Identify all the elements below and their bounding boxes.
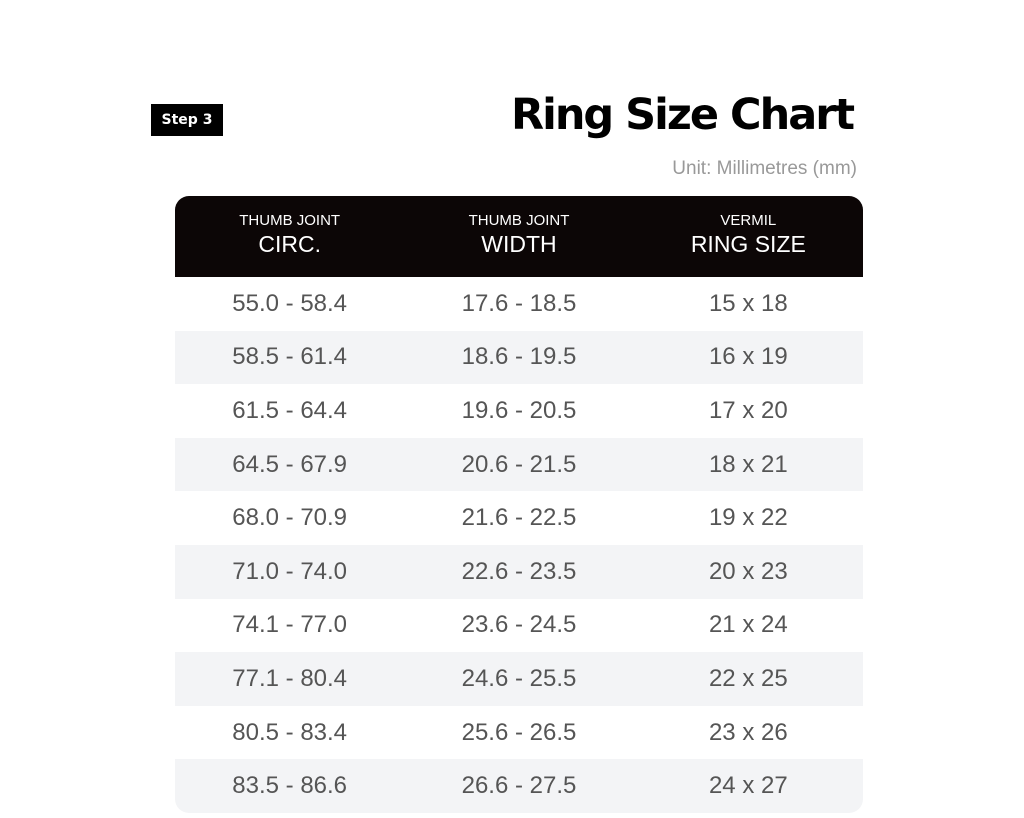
table-row: 61.5 - 64.4 19.6 - 20.5 17 x 20 xyxy=(175,384,863,438)
table-cell: 19.6 - 20.5 xyxy=(461,396,577,424)
table-cell: 64.5 - 67.9 xyxy=(232,450,348,478)
table-cell: 23.6 - 24.5 xyxy=(461,611,577,639)
table-cell: 18 x 21 xyxy=(708,450,788,478)
table-cell: 74.1 - 77.0 xyxy=(232,611,348,639)
column-header: THUMB JOINT WIDTH xyxy=(404,196,633,277)
table-cell: 22 x 25 xyxy=(708,664,788,692)
table-cell: 83.5 - 86.6 xyxy=(232,772,348,800)
table-row: 58.5 - 61.4 18.6 - 19.5 16 x 19 xyxy=(175,330,863,385)
column-header: VERMIL RING SIZE xyxy=(634,196,863,277)
column-header-main: WIDTH xyxy=(481,231,557,257)
table-body: 55.0 - 58.4 17.6 - 18.5 15 x 18 58.5 - 61.4… xyxy=(175,277,863,813)
table-row: 71.0 - 74.0 22.6 - 23.5 20 x 23 xyxy=(175,544,863,599)
table-cell: 23 x 26 xyxy=(708,718,788,746)
table-cell: 26.6 - 27.5 xyxy=(461,772,577,800)
table-cell: 17 x 20 xyxy=(708,396,788,424)
table-cell: 80.5 - 83.4 xyxy=(232,718,348,746)
table-cell: 24 x 27 xyxy=(708,772,788,800)
column-header-main: RING SIZE xyxy=(690,231,806,257)
table-cell: 20 x 23 xyxy=(708,557,788,585)
size-table: THUMB JOINT CIRC. THUMB JOINT WIDTH VERMIL RI… xyxy=(175,196,863,813)
column-header: THUMB JOINT CIRC. xyxy=(175,196,404,277)
table-cell: 22.6 - 23.5 xyxy=(461,557,577,585)
step-badge: Step 3 xyxy=(151,104,223,136)
column-header-top: THUMB JOINT xyxy=(468,212,570,229)
table-cell: 55.0 - 58.4 xyxy=(232,289,348,317)
table-row: 83.5 - 86.6 26.6 - 27.5 24 x 27 xyxy=(175,759,863,813)
table-cell: 21 x 24 xyxy=(708,611,788,639)
table-row: 55.0 - 58.4 17.6 - 18.5 15 x 18 xyxy=(175,277,863,331)
table-row: 68.0 - 70.9 21.6 - 22.5 19 x 22 xyxy=(175,491,863,545)
table-cell: 17.6 - 18.5 xyxy=(461,289,577,317)
table-row: 77.1 - 80.4 24.6 - 25.5 22 x 25 xyxy=(175,652,863,706)
table-cell: 58.5 - 61.4 xyxy=(232,343,348,371)
column-header-top: THUMB JOINT xyxy=(239,212,341,229)
title: Ring Size Chart xyxy=(510,90,855,140)
table-cell: 71.0 - 74.0 xyxy=(232,557,348,585)
column-header-main: CIRC. xyxy=(258,231,321,257)
table-header: THUMB JOINT CIRC. THUMB JOINT WIDTH VERMIL RI… xyxy=(175,196,863,277)
table-cell: 25.6 - 26.5 xyxy=(461,718,577,746)
table-cell: 19 x 22 xyxy=(708,504,788,532)
table-cell: 16 x 19 xyxy=(708,343,788,371)
table-cell: 21.6 - 22.5 xyxy=(461,504,577,532)
table-cell: 20.6 - 21.5 xyxy=(461,450,577,478)
column-header-top: VERMIL xyxy=(720,212,777,229)
table-row: 74.1 - 77.0 23.6 - 24.5 21 x 24 xyxy=(175,599,863,653)
table-cell: 18.6 - 19.5 xyxy=(461,343,577,371)
table-cell: 77.1 - 80.4 xyxy=(232,664,348,692)
table-cell: 24.6 - 25.5 xyxy=(461,664,577,692)
unit-note: Unit: Millimetres (mm) xyxy=(672,158,857,179)
table-row: 80.5 - 83.4 25.6 - 26.5 23 x 26 xyxy=(175,706,863,760)
table-cell: 68.0 - 70.9 xyxy=(232,504,348,532)
table-row: 64.5 - 67.9 20.6 - 21.5 18 x 21 xyxy=(175,437,863,492)
table-cell: 61.5 - 64.4 xyxy=(232,396,348,424)
table-cell: 15 x 18 xyxy=(708,289,788,317)
